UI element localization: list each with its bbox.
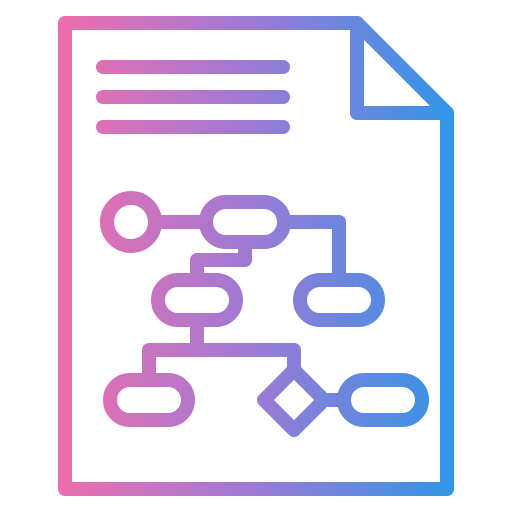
node-start (107, 198, 155, 246)
node-proc4 (110, 380, 188, 420)
node-proc3 (300, 280, 378, 320)
node-decision (264, 370, 324, 430)
edge-proc2-proc4 (149, 320, 197, 380)
edge-proc1-proc3 (284, 222, 339, 280)
node-end (344, 380, 422, 420)
edge-proc2-decision (197, 320, 294, 370)
flowchart-document-icon (0, 0, 512, 512)
node-proc2 (158, 280, 236, 320)
node-proc1 (206, 202, 284, 242)
